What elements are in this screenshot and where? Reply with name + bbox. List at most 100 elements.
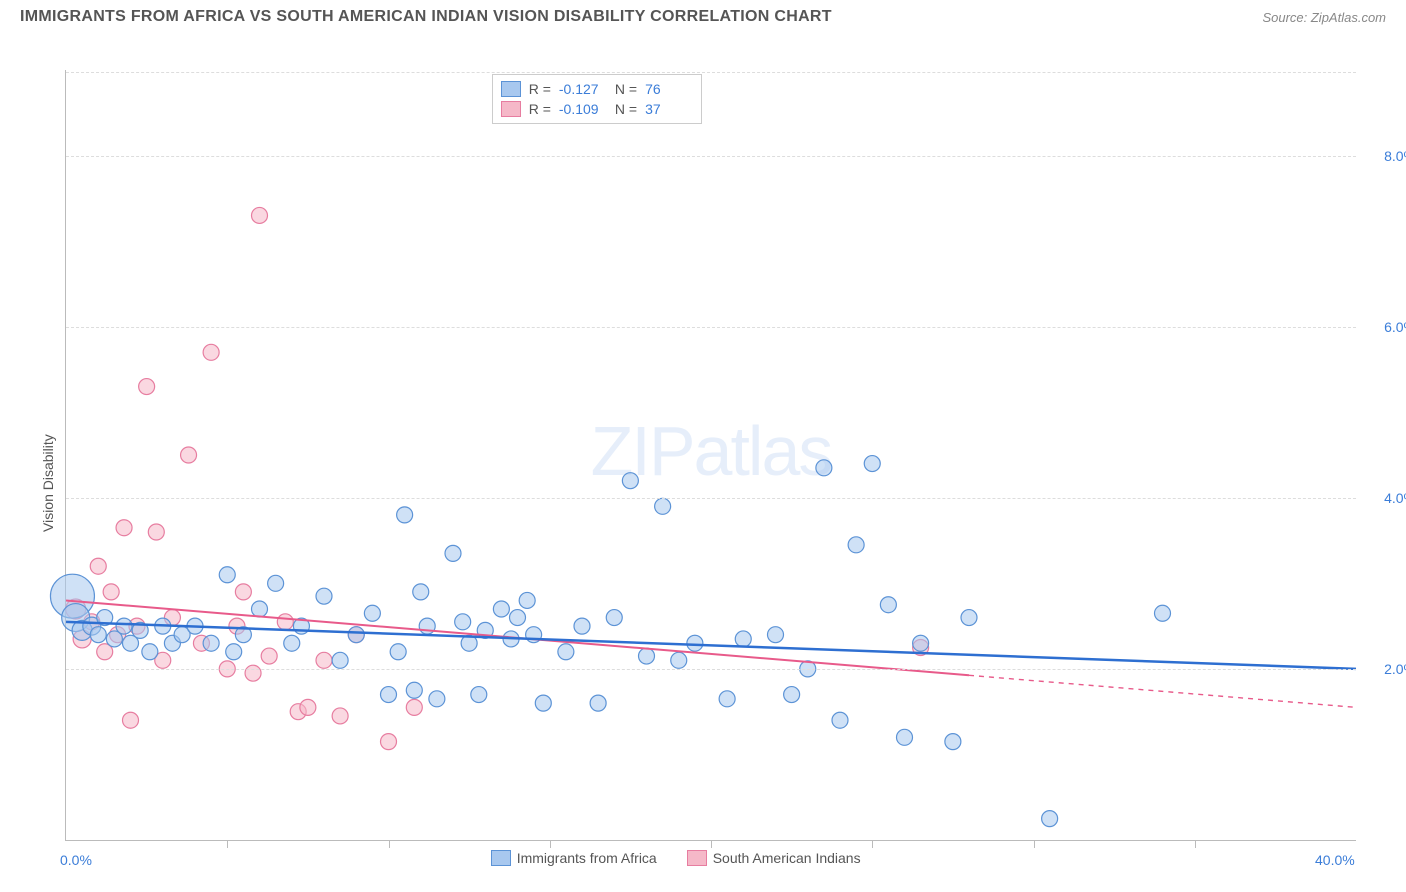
data-point bbox=[1042, 811, 1058, 827]
data-point bbox=[655, 498, 671, 514]
legend-item-series2: South American Indians bbox=[687, 850, 861, 866]
data-point bbox=[226, 644, 242, 660]
data-point bbox=[471, 687, 487, 703]
data-point bbox=[1155, 605, 1171, 621]
data-point bbox=[429, 691, 445, 707]
data-point bbox=[639, 648, 655, 664]
data-point bbox=[784, 687, 800, 703]
data-point bbox=[203, 635, 219, 651]
data-point bbox=[622, 473, 638, 489]
data-point bbox=[768, 627, 784, 643]
y-tick-label: 2.0% bbox=[1366, 661, 1406, 677]
data-point bbox=[90, 627, 106, 643]
y-tick-label: 6.0% bbox=[1366, 319, 1406, 335]
data-point bbox=[671, 652, 687, 668]
data-point bbox=[219, 567, 235, 583]
legend-item-series1: Immigrants from Africa bbox=[491, 850, 657, 866]
data-point bbox=[832, 712, 848, 728]
y-tick-label: 8.0% bbox=[1366, 148, 1406, 164]
x-tick bbox=[872, 840, 873, 848]
data-point bbox=[268, 575, 284, 591]
data-point bbox=[148, 524, 164, 540]
x-tick bbox=[550, 840, 551, 848]
data-point bbox=[574, 618, 590, 634]
grid-line bbox=[66, 72, 1356, 73]
legend-swatch-series1 bbox=[491, 850, 511, 866]
data-point bbox=[406, 682, 422, 698]
data-point bbox=[880, 597, 896, 613]
data-point bbox=[606, 610, 622, 626]
data-point bbox=[252, 207, 268, 223]
data-point bbox=[116, 520, 132, 536]
correlation-stats-box: R = -0.127 N = 76 R = -0.109 N = 37 bbox=[492, 74, 702, 124]
data-point bbox=[397, 507, 413, 523]
data-point bbox=[181, 447, 197, 463]
data-point bbox=[284, 635, 300, 651]
x-tick bbox=[1195, 840, 1196, 848]
swatch-series2 bbox=[501, 101, 521, 117]
data-point bbox=[590, 695, 606, 711]
data-point bbox=[364, 605, 380, 621]
data-point bbox=[252, 601, 268, 617]
data-point bbox=[381, 687, 397, 703]
data-point bbox=[142, 644, 158, 660]
x-max-label: 40.0% bbox=[1315, 852, 1355, 868]
data-point bbox=[961, 610, 977, 626]
data-point bbox=[445, 545, 461, 561]
source-attribution: Source: ZipAtlas.com bbox=[1262, 10, 1386, 25]
data-point bbox=[816, 460, 832, 476]
x-tick bbox=[711, 840, 712, 848]
data-point bbox=[864, 456, 880, 472]
data-point bbox=[277, 614, 293, 630]
swatch-series1 bbox=[501, 81, 521, 97]
data-point bbox=[245, 665, 261, 681]
data-point bbox=[316, 588, 332, 604]
data-point bbox=[735, 631, 751, 647]
data-point bbox=[719, 691, 735, 707]
data-point bbox=[945, 734, 961, 750]
data-point bbox=[413, 584, 429, 600]
data-point bbox=[848, 537, 864, 553]
data-point bbox=[103, 584, 119, 600]
x-tick bbox=[227, 840, 228, 848]
grid-line bbox=[66, 669, 1356, 670]
data-point bbox=[90, 558, 106, 574]
stats-row-series2: R = -0.109 N = 37 bbox=[501, 99, 693, 119]
data-point bbox=[235, 584, 251, 600]
data-point bbox=[316, 652, 332, 668]
grid-line bbox=[66, 327, 1356, 328]
plot-area: ZIPatlas R = -0.127 N = 76 R = -0.109 N … bbox=[65, 70, 1356, 841]
grid-line bbox=[66, 156, 1356, 157]
x-min-label: 0.0% bbox=[60, 852, 92, 868]
data-point bbox=[913, 635, 929, 651]
data-point bbox=[123, 712, 139, 728]
data-point bbox=[116, 618, 132, 634]
data-point bbox=[687, 635, 703, 651]
x-tick bbox=[389, 840, 390, 848]
data-point bbox=[348, 627, 364, 643]
data-point bbox=[381, 734, 397, 750]
data-point bbox=[455, 614, 471, 630]
data-point bbox=[332, 652, 348, 668]
y-axis-label: Vision Disability bbox=[40, 434, 56, 532]
trend-line bbox=[66, 622, 1356, 669]
legend-swatch-series2 bbox=[687, 850, 707, 866]
data-point bbox=[261, 648, 277, 664]
data-point bbox=[300, 699, 316, 715]
stats-row-series1: R = -0.127 N = 76 bbox=[501, 79, 693, 99]
grid-line bbox=[66, 498, 1356, 499]
data-point bbox=[558, 644, 574, 660]
y-tick-label: 4.0% bbox=[1366, 490, 1406, 506]
data-point bbox=[493, 601, 509, 617]
data-point bbox=[203, 344, 219, 360]
data-point bbox=[897, 729, 913, 745]
data-point bbox=[510, 610, 526, 626]
data-point bbox=[139, 379, 155, 395]
data-point bbox=[519, 592, 535, 608]
data-point bbox=[406, 699, 422, 715]
trend-line-extrapolated bbox=[969, 675, 1356, 707]
x-tick bbox=[1034, 840, 1035, 848]
data-point bbox=[390, 644, 406, 660]
chart-title: IMMIGRANTS FROM AFRICA VS SOUTH AMERICAN… bbox=[20, 8, 832, 26]
plot-svg bbox=[66, 70, 1356, 840]
